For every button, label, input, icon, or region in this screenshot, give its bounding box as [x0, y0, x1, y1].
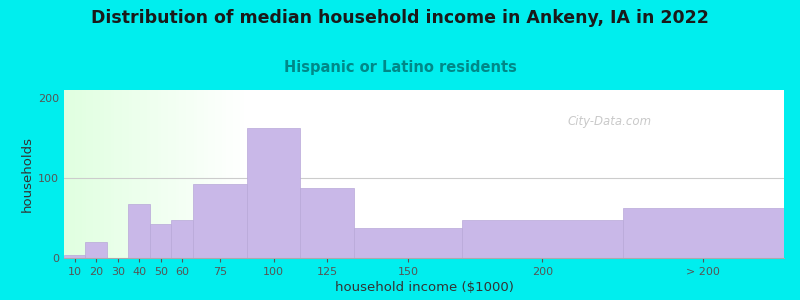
Bar — [193, 184, 246, 258]
Bar — [301, 188, 354, 258]
Y-axis label: households: households — [21, 136, 34, 212]
Bar — [354, 228, 462, 258]
Bar — [64, 255, 86, 258]
Bar — [86, 242, 107, 258]
X-axis label: household income ($1000): household income ($1000) — [334, 281, 514, 294]
Bar — [129, 204, 150, 258]
Text: City-Data.com: City-Data.com — [568, 115, 652, 128]
Bar — [171, 220, 193, 258]
Bar — [150, 224, 171, 258]
Bar — [623, 208, 784, 258]
Bar — [246, 128, 301, 258]
Text: Hispanic or Latino residents: Hispanic or Latino residents — [283, 60, 517, 75]
Bar — [462, 220, 623, 258]
Text: Distribution of median household income in Ankeny, IA in 2022: Distribution of median household income … — [91, 9, 709, 27]
